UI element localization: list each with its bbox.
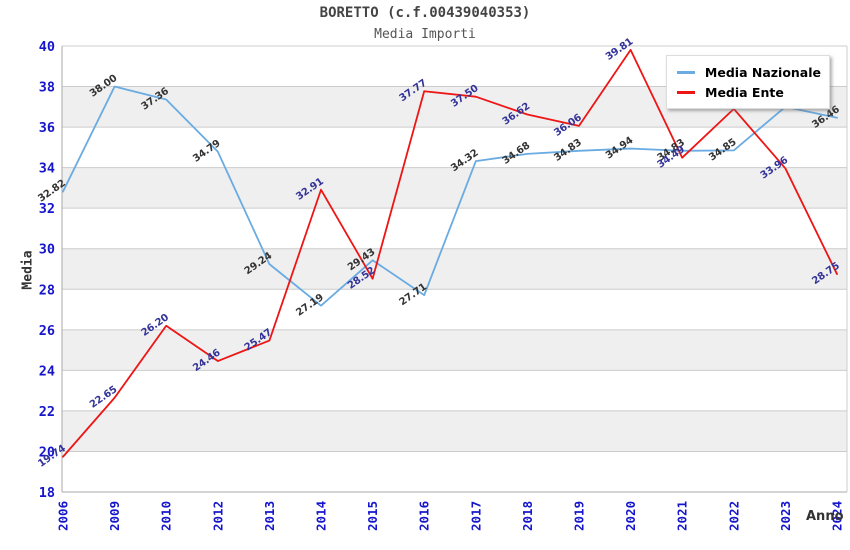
y-tick-label: 26 — [39, 323, 55, 339]
series-line-media-ente — [62, 48, 838, 458]
grid-band — [62, 248, 847, 290]
x-tick-label: 2018 — [520, 501, 535, 531]
grid-band — [62, 329, 847, 371]
x-tick-label: 2009 — [107, 501, 122, 531]
x-tick-label: 2015 — [365, 501, 380, 531]
y-tick-label: 24 — [39, 363, 55, 379]
y-tick-label: 32 — [39, 201, 55, 217]
y-tick-label: 30 — [39, 242, 55, 258]
x-tick-label: 2021 — [675, 501, 690, 531]
y-tick-label: 34 — [39, 161, 55, 177]
legend: Media Nazionale Media Ente — [666, 55, 830, 109]
grid-band — [62, 167, 847, 209]
x-tick-label: 2014 — [314, 501, 329, 531]
x-tick-label: 2006 — [56, 501, 71, 531]
y-tick-label: 36 — [39, 120, 55, 136]
blue-line-swatch-icon — [677, 70, 695, 74]
y-axis-title: Media — [20, 250, 36, 290]
y-tick-label: 38 — [39, 80, 55, 96]
legend-item-media-nazionale: Media Nazionale — [675, 62, 821, 82]
y-tick-label: 20 — [39, 444, 55, 460]
legend-label-media-nazionale: Media Nazionale — [704, 64, 821, 80]
x-tick-label: 2017 — [468, 501, 483, 531]
x-tick-label: 2023 — [778, 501, 793, 531]
x-tick-label: 2012 — [210, 501, 225, 531]
legend-item-media-ente: Media Ente — [675, 82, 821, 102]
y-tick-label: 22 — [39, 404, 55, 420]
x-tick-label: 2013 — [262, 501, 277, 531]
y-tick-label: 28 — [39, 282, 55, 298]
red-line-swatch-icon — [677, 90, 695, 94]
x-tick-label: 2016 — [417, 501, 432, 531]
x-axis-title: Anno — [806, 509, 844, 524]
series-line-media-nazionale — [62, 85, 838, 307]
x-tick-label: 2019 — [572, 501, 587, 531]
legend-label-media-ente: Media Ente — [705, 84, 784, 100]
y-tick-label: 40 — [39, 39, 55, 55]
x-tick-label: 2010 — [159, 501, 174, 531]
chart-subtitle: Media Importi — [374, 27, 476, 42]
x-tick-label: 2022 — [726, 501, 741, 531]
chart-title: BORETTO (c.f.00439040353) — [319, 5, 531, 21]
y-tick-label: 18 — [39, 485, 55, 501]
x-tick-label: 2024 — [830, 501, 845, 531]
grid-band — [62, 410, 847, 452]
x-tick-label: 2020 — [623, 501, 638, 531]
